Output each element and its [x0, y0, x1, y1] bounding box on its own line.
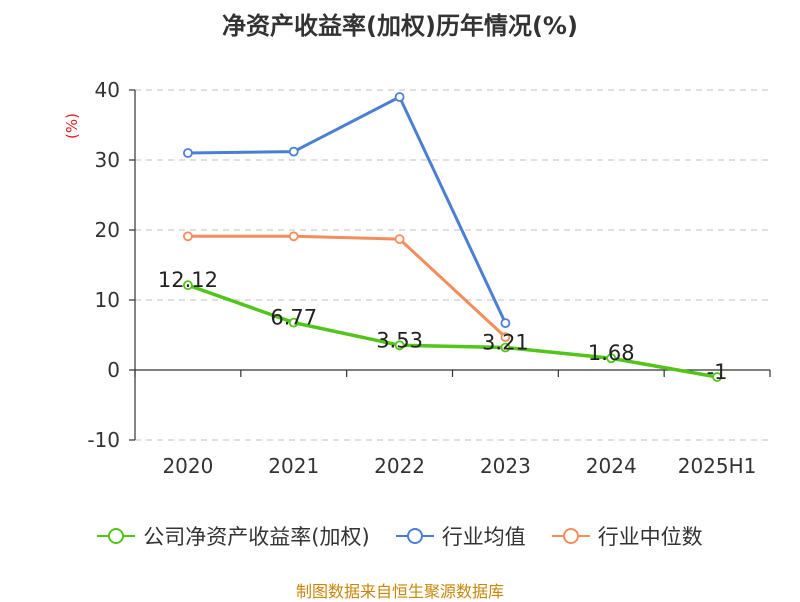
legend-marker-industry-median [551, 528, 590, 544]
x-tick-label: 2023 [480, 454, 531, 478]
data-point [394, 92, 405, 102]
series-line [187, 283, 718, 379]
y-tick-label: -10 [87, 428, 120, 452]
data-label: 1.68 [588, 341, 635, 365]
data-label: 3.53 [376, 328, 423, 352]
x-tick-label: 2020 [162, 454, 213, 478]
data-point [606, 353, 617, 364]
y-tick-label: 30 [95, 148, 120, 172]
data-point [183, 148, 193, 158]
series-line [187, 95, 507, 324]
legend-label-industry-mean: 行业均值 [441, 525, 526, 549]
x-tick-label: 2021 [268, 454, 319, 478]
data-point [288, 317, 299, 328]
chart-legend: 公司净资产收益率(加权) 行业均值 行业中位数 [0, 521, 800, 551]
data-point [183, 280, 193, 291]
x-tick-label: 2022 [374, 454, 425, 478]
data-point [500, 342, 511, 353]
legend-marker-company [97, 528, 136, 544]
y-tick-label: 40 [95, 78, 120, 102]
legend-item-industry-mean[interactable]: 行业均值 [395, 521, 526, 551]
data-label: 12.12 [158, 268, 218, 292]
chart-title: 净资产收益率(加权)历年情况(%) [222, 12, 578, 40]
y-axis-label: (%) [63, 113, 81, 139]
data-point [394, 234, 405, 245]
data-point [500, 332, 511, 343]
data-point [712, 372, 722, 382]
data-point [288, 146, 299, 157]
data-label: 3.21 [482, 331, 529, 355]
x-tick-label: 2025H1 [678, 454, 757, 478]
legend-marker-industry-mean [395, 528, 434, 544]
legend-label-company: 公司净资产收益率(加权) [143, 525, 370, 549]
y-tick-label: 20 [95, 218, 120, 242]
data-label: -1 [707, 360, 728, 384]
legend-item-company[interactable]: 公司净资产收益率(加权) [97, 521, 370, 551]
data-label: 6.77 [270, 306, 317, 330]
data-point [394, 340, 405, 351]
data-point [288, 231, 299, 242]
y-tick-label: 0 [107, 358, 120, 382]
data-point [183, 231, 193, 242]
source-note: 制图数据来自恒生聚源数据库 [295, 582, 504, 601]
data-point [500, 318, 511, 329]
legend-label-industry-median: 行业中位数 [597, 525, 703, 549]
x-tick-label: 2024 [586, 454, 637, 478]
legend-item-industry-median[interactable]: 行业中位数 [551, 521, 703, 551]
series-line [187, 234, 507, 339]
y-tick-label: 10 [95, 288, 120, 312]
